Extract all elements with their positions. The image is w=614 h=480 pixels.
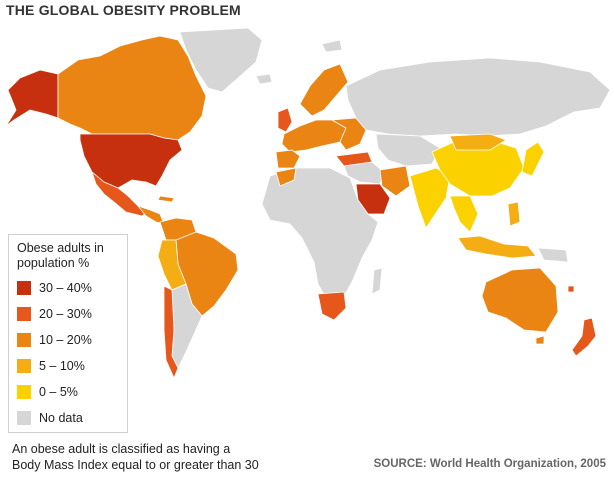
region-morocco xyxy=(275,167,297,187)
region-tasmania xyxy=(535,335,545,345)
world-map xyxy=(5,27,611,379)
map-legend: Obese adults in population % 30 – 40% 20… xyxy=(8,234,128,433)
region-western-europe xyxy=(281,119,347,153)
region-africa xyxy=(261,167,379,303)
map-title: THE GLOBAL OBESITY PROBLEM xyxy=(6,2,241,18)
legend-swatch xyxy=(17,281,31,295)
footnote-line2: Body Mass Index equal to or greater than… xyxy=(12,458,259,472)
legend-swatch xyxy=(17,385,31,399)
legend-title-line2: population % xyxy=(17,256,90,270)
region-south-africa xyxy=(317,291,347,321)
legend-label: No data xyxy=(39,411,83,425)
region-mongolia xyxy=(449,133,507,151)
legend-title: Obese adults in population % xyxy=(17,241,119,271)
region-russia xyxy=(345,57,611,137)
region-usa xyxy=(79,133,183,189)
region-central-asia xyxy=(375,133,441,167)
region-iberia xyxy=(275,149,301,169)
legend-item: 10 – 20% xyxy=(17,327,119,353)
legend-swatch xyxy=(17,359,31,373)
region-indonesia xyxy=(457,235,537,259)
region-caribbean xyxy=(157,195,175,203)
bmi-footnote: An obese adult is classified as having a… xyxy=(12,441,259,473)
legend-label: 10 – 20% xyxy=(39,333,92,347)
legend-item: 20 – 30% xyxy=(17,301,119,327)
footnote-line1: An obese adult is classified as having a xyxy=(12,442,231,456)
region-uk xyxy=(277,107,293,133)
region-canada xyxy=(57,35,207,141)
legend-item: 0 – 5% xyxy=(17,379,119,405)
legend-item: 5 – 10% xyxy=(17,353,119,379)
region-iceland xyxy=(255,73,273,85)
legend-label: 5 – 10% xyxy=(39,359,85,373)
legend-label: 30 – 40% xyxy=(39,281,92,295)
legend-label: 0 – 5% xyxy=(39,385,78,399)
region-philippines xyxy=(507,201,521,227)
region-australia xyxy=(481,267,559,333)
region-arctic-islands xyxy=(321,39,343,53)
region-chile xyxy=(163,285,179,379)
region-japan xyxy=(521,141,545,177)
region-alaska xyxy=(5,69,59,127)
region-iran xyxy=(379,165,411,197)
region-papua xyxy=(537,247,569,263)
region-pacific-islands xyxy=(567,285,575,293)
region-scandinavia xyxy=(299,63,349,117)
legend-item: No data xyxy=(17,405,119,431)
region-madagascar xyxy=(371,267,383,295)
legend-label: 20 – 30% xyxy=(39,307,92,321)
legend-swatch xyxy=(17,411,31,425)
region-new-zealand xyxy=(571,317,597,357)
region-se-asia xyxy=(449,195,479,233)
legend-item: 30 – 40% xyxy=(17,275,119,301)
region-greenland xyxy=(179,27,263,93)
region-india xyxy=(409,167,451,229)
source-credit: SOURCE: World Health Organization, 2005 xyxy=(373,458,606,470)
legend-swatch xyxy=(17,333,31,347)
legend-swatch xyxy=(17,307,31,321)
legend-title-line1: Obese adults in xyxy=(17,241,104,255)
